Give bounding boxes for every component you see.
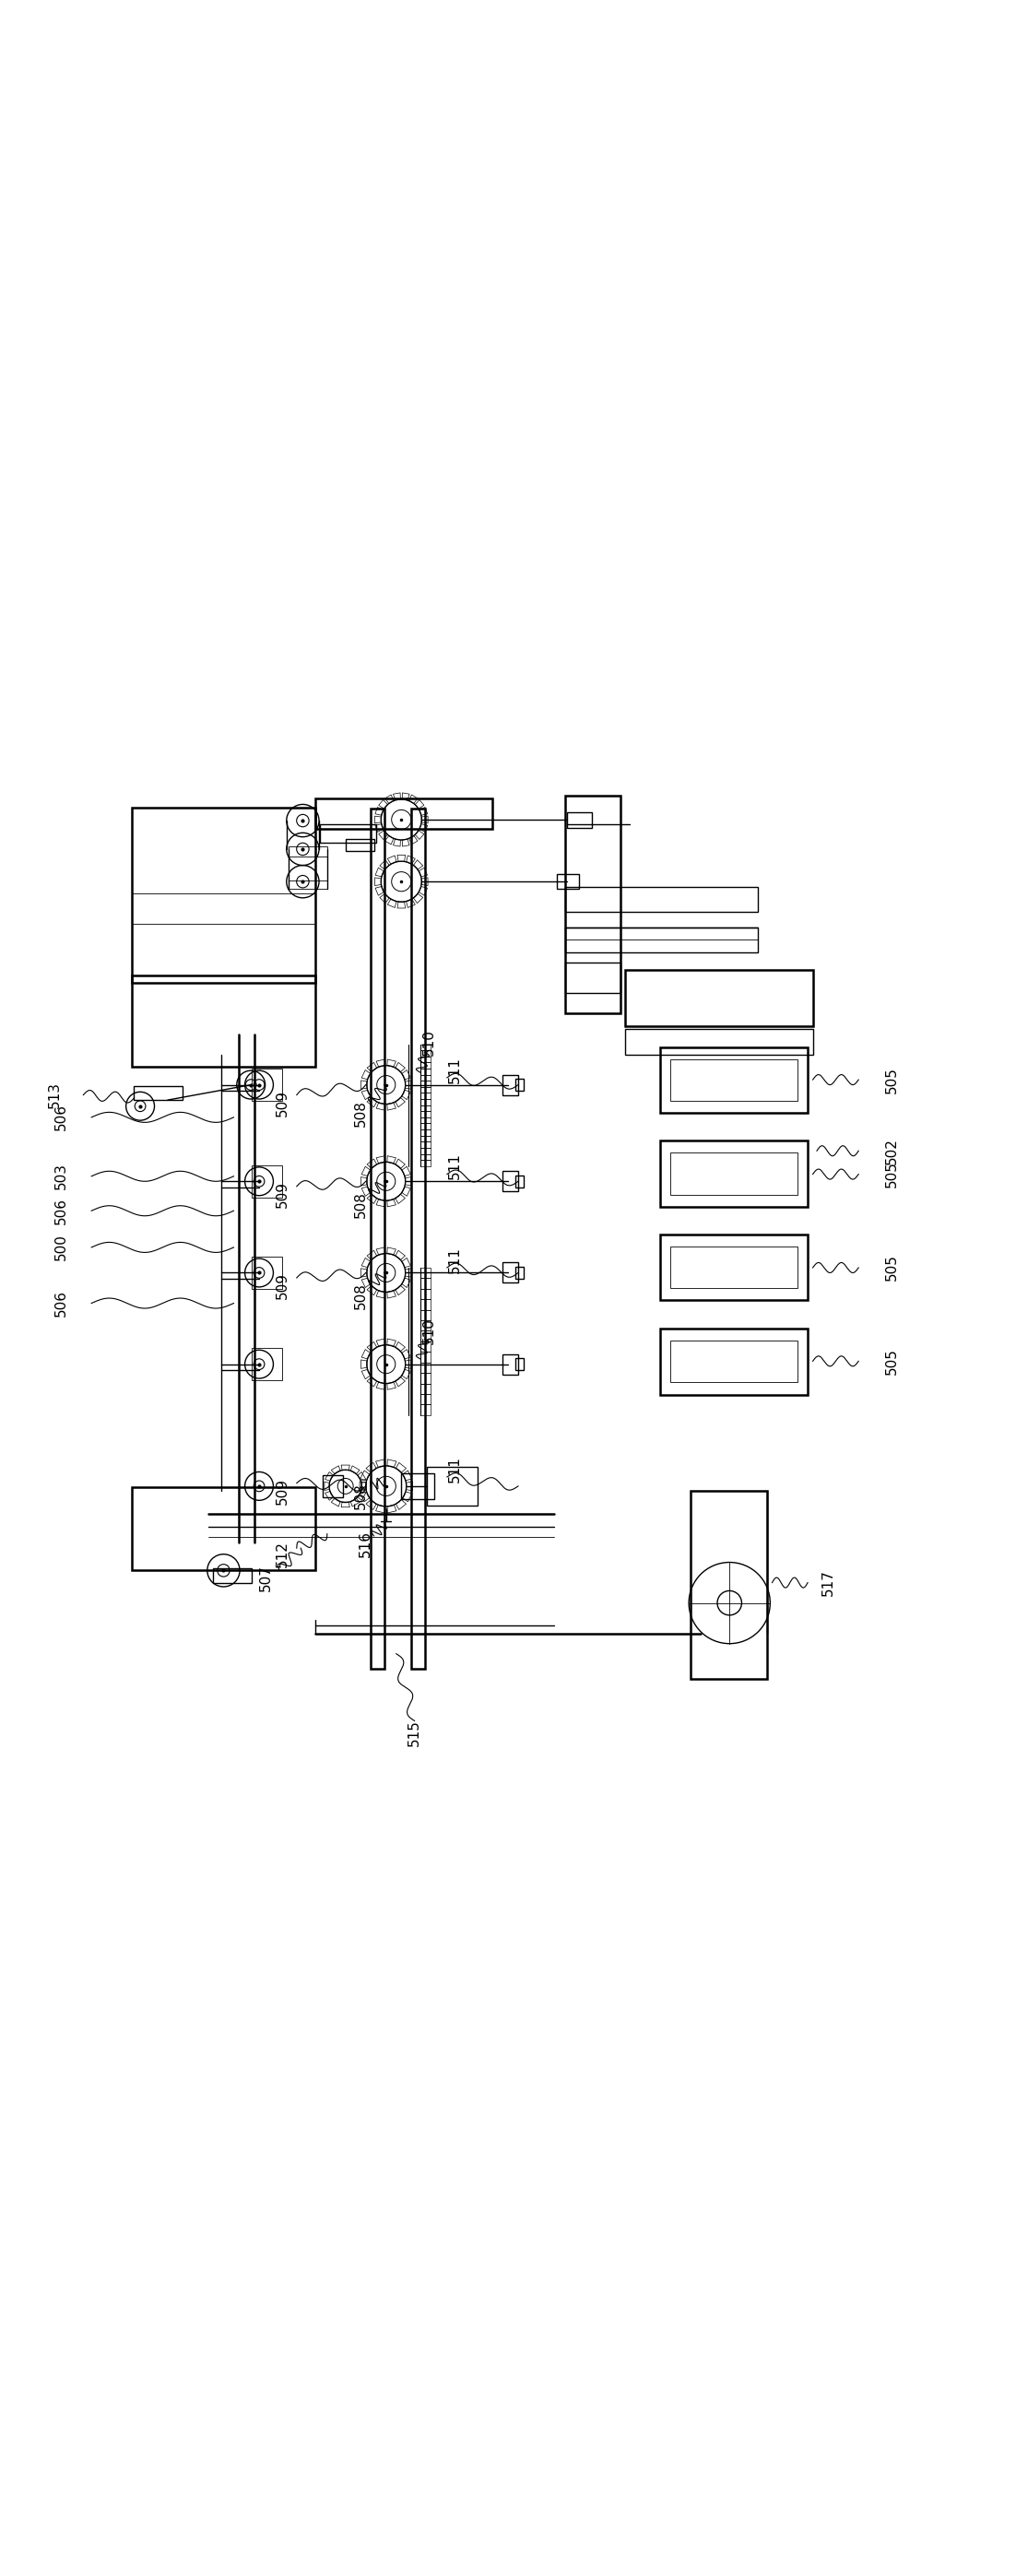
Text: 511: 511 [448,1455,462,1481]
Bar [660,1234,808,1301]
Text: 505: 505 [885,1255,899,1280]
Bar [660,1141,808,1206]
Bar [503,1262,518,1283]
Bar [132,1486,315,1571]
Bar [320,824,376,842]
Text: 516: 516 [359,1530,373,1558]
Bar [132,806,315,984]
Bar [671,1059,798,1100]
Text: 508: 508 [354,1283,368,1309]
Text: 517: 517 [821,1569,835,1597]
Bar [557,873,579,889]
Bar [671,1342,798,1383]
Text: 508: 508 [354,1190,368,1218]
Bar [660,1329,808,1394]
Text: 505: 505 [885,1066,899,1092]
Bar [252,1257,282,1288]
Text: 509: 509 [275,1090,290,1115]
Text: 506: 506 [54,1291,68,1316]
Bar [565,886,758,912]
Text: 511: 511 [448,1247,462,1273]
Bar [371,809,384,1669]
Text: 505: 505 [885,1347,899,1376]
Text: 505: 505 [885,1162,899,1188]
Text: 509: 509 [275,1182,290,1208]
Text: 515: 515 [407,1721,422,1747]
Bar [252,1164,282,1198]
Bar [515,1079,523,1090]
Bar [503,1074,518,1095]
Bar [323,1476,343,1497]
Text: 513: 513 [48,1082,62,1108]
Text: 510: 510 [422,1316,436,1345]
Bar [625,1028,813,1054]
Bar [515,1267,523,1278]
Bar [567,811,592,827]
Bar [503,1172,518,1193]
Bar [565,927,758,953]
Text: 502: 502 [885,1139,899,1164]
Bar [515,1358,523,1370]
Bar [515,1175,523,1188]
Bar [427,1466,478,1504]
Text: 506: 506 [54,1105,68,1131]
Text: 509: 509 [275,1479,290,1504]
Bar [345,840,374,850]
Text: 508: 508 [354,1100,368,1126]
Bar [213,1569,252,1582]
Bar [671,1154,798,1195]
Bar [289,881,327,889]
Bar [671,1247,798,1288]
Bar [132,976,315,1066]
Text: 507: 507 [259,1564,273,1592]
Bar [660,1048,808,1113]
Bar [565,963,621,994]
Bar [315,799,493,829]
Text: 506: 506 [54,1198,68,1224]
Bar [252,1069,282,1100]
Bar [691,1492,767,1680]
Bar [401,1473,434,1499]
Bar [625,971,813,1025]
Bar [289,845,327,855]
Bar [565,796,621,1015]
Text: 509: 509 [275,1273,290,1298]
Text: 508: 508 [354,1484,368,1510]
Bar [134,1087,183,1100]
Bar [411,809,425,1669]
Bar [503,1355,518,1376]
Text: 511: 511 [448,1154,462,1180]
Text: 511: 511 [448,1056,462,1082]
Text: 500: 500 [54,1234,68,1260]
Text: 512: 512 [275,1540,290,1569]
Text: 503: 503 [54,1162,68,1190]
Text: 510: 510 [422,1028,436,1056]
Bar [252,1347,282,1381]
